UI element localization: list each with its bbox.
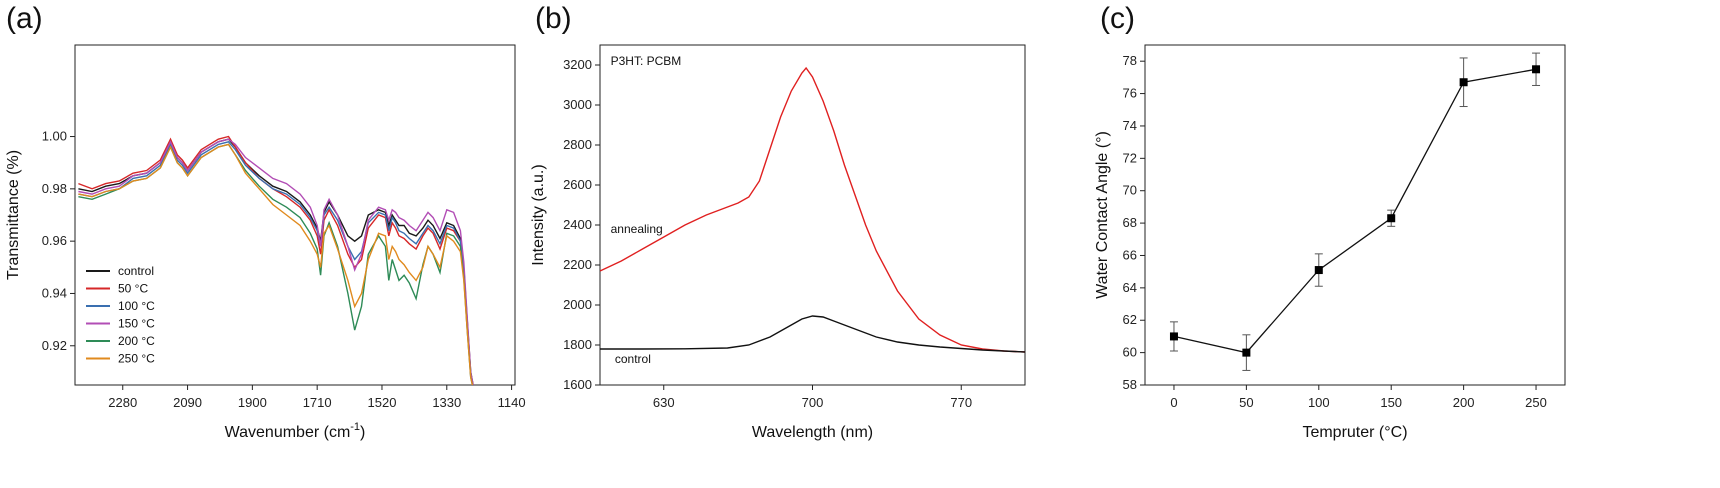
y-tick-label: 64 (1123, 280, 1137, 295)
y-tick-label: 60 (1123, 345, 1137, 360)
y-tick-label: 0.94 (42, 285, 67, 300)
y-tick-label: 0.92 (42, 338, 67, 353)
y-tick-label: 74 (1123, 118, 1137, 133)
y-tick-label: 1800 (563, 337, 592, 352)
x-axis-label: Wavelength (nm) (752, 424, 873, 441)
connecting-line (1173, 68, 1537, 354)
x-axis-label-sup: -1 (350, 421, 360, 433)
data-point (1242, 348, 1251, 357)
legend-entry: 200 °C (118, 334, 155, 348)
series-line-50-c (78, 135, 474, 385)
y-tick-label: 62 (1123, 312, 1137, 327)
x-tick-label: 770 (950, 395, 972, 410)
y-axis-label: Transmittance (%) (5, 150, 22, 280)
legend-entry: 50 °C (118, 282, 148, 296)
panel-a: 2280 2090 1900 1710 1520 1330 1140 0.92 0.94 0.96… (5, 2, 526, 441)
x-tick-label: 100 (1308, 395, 1330, 410)
y-tick-label: 68 (1123, 215, 1137, 230)
data-point (1459, 78, 1468, 87)
y-tick-label: 2600 (563, 177, 592, 192)
x-tick-label: 2280 (108, 395, 137, 410)
y-tick-label: 58 (1123, 377, 1137, 392)
x-axis-label: Tempruter (°C) (1302, 424, 1407, 441)
data-point (1314, 266, 1323, 275)
plot-frame (1144, 44, 1566, 386)
y-tick-label: 66 (1123, 247, 1137, 262)
x-tick-label: 1710 (303, 395, 332, 410)
x-axis-label-end: ) (360, 424, 365, 441)
series-line-100-c (78, 141, 474, 385)
y-tick-label: 0.96 (42, 233, 67, 248)
y-tick-label: 1.00 (42, 129, 67, 144)
x-tick-label: 1520 (368, 395, 397, 410)
x-tick-label: 50 (1239, 395, 1253, 410)
panel-label: (b) (535, 2, 572, 35)
data-point (1532, 65, 1541, 74)
data-point (1169, 332, 1178, 341)
y-tick-label: 3200 (563, 57, 592, 72)
y-axis-label: Intensity (a.u.) (530, 164, 547, 265)
y-tick-label: 70 (1123, 183, 1137, 198)
legend-entry: control (118, 264, 154, 278)
x-tick-label: 150 (1380, 395, 1402, 410)
x-axis-label: Wavenumber (cm-1) (225, 421, 366, 441)
legend-entry: 150 °C (118, 317, 155, 331)
plot-frame (74, 44, 516, 386)
y-tick-label: 2400 (563, 217, 592, 232)
x-tick-label: 1140 (498, 395, 526, 410)
y-tick-label: 2800 (563, 137, 592, 152)
y-axis-label: Water Contact Angle (°) (1094, 131, 1111, 299)
annotation: P3HT: PCBM (611, 54, 682, 68)
y-tick-label: 2200 (563, 257, 592, 272)
series-line-annealing (600, 66, 1025, 353)
series-line-control (600, 315, 1025, 353)
x-axis-label-main: Wavenumber (cm (225, 424, 351, 441)
y-tick-label: 3000 (563, 97, 592, 112)
legend: control 50 °C 100 °C 150 °C 200 °C 250 °C (86, 264, 155, 366)
y-tick-label: 1600 (563, 377, 592, 392)
annotation: annealing (611, 222, 663, 236)
x-tick-label: 2090 (173, 395, 202, 410)
x-tick-label: 630 (653, 395, 675, 410)
x-tick-label: 1330 (432, 395, 461, 410)
series-line-150-c (78, 138, 474, 385)
x-tick-label: 700 (802, 395, 824, 410)
x-tick-label: 1900 (238, 395, 267, 410)
legend-entry: 250 °C (118, 352, 155, 366)
panel-b: 630 700 770 1600 1800 2000 2200 2400 2600 2800 300… (530, 2, 1026, 441)
data-point (1387, 214, 1396, 223)
series-line-250-c (78, 143, 474, 385)
legend-entry: 100 °C (118, 299, 155, 313)
y-tick-label: 78 (1123, 53, 1137, 68)
y-tick-label: 2000 (563, 297, 592, 312)
y-tick-label: 72 (1123, 150, 1137, 165)
x-tick-label: 250 (1525, 395, 1547, 410)
annotation: control (615, 352, 651, 366)
plot-frame (599, 44, 1026, 386)
x-tick-label: 200 (1453, 395, 1475, 410)
y-tick-label: 0.98 (42, 181, 67, 196)
panel-c: 0 50 100 150 200 250 58 60 62 64 66 68 70 72 74 76 78 (c)… (1094, 2, 1566, 441)
panel-label: (a) (6, 2, 43, 35)
panel-label: (c) (1100, 2, 1135, 35)
y-tick-label: 76 (1123, 86, 1137, 101)
x-tick-label: 0 (1170, 395, 1177, 410)
